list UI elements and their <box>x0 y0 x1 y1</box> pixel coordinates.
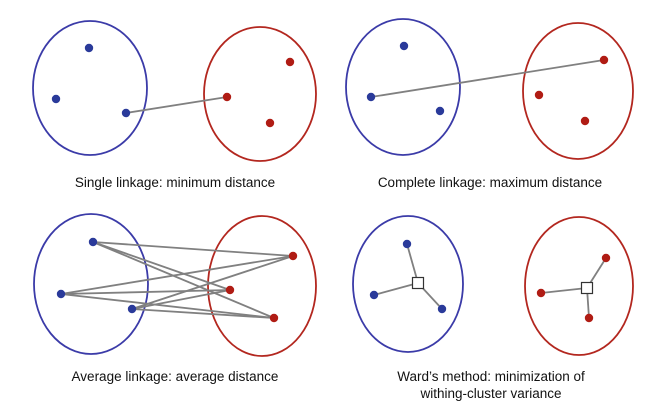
cluster-a-point <box>121 108 131 118</box>
centroid-link <box>406 243 419 284</box>
cluster-b-point <box>601 253 611 263</box>
caption-single-linkage: Single linkage: minimum distance <box>75 175 275 190</box>
cluster-a-point <box>402 239 412 249</box>
centroid-marker-a <box>411 276 425 290</box>
cluster-b-point <box>225 285 235 295</box>
pairwise-link <box>92 241 275 319</box>
pairwise-link <box>131 255 294 310</box>
cluster-b-point <box>288 251 298 261</box>
cluster-a-point <box>56 289 66 299</box>
cluster-b-point <box>285 57 295 67</box>
min-distance-link <box>125 96 228 114</box>
caption-complete-linkage: Complete linkage: maximum distance <box>378 175 602 190</box>
panel-average-linkage: Average linkage: average distance <box>33 213 317 384</box>
centroid-links-b <box>540 257 607 319</box>
cluster-b-point <box>534 90 544 100</box>
cluster-b-point <box>222 92 232 102</box>
cluster-b-point <box>584 313 594 323</box>
centroid-link <box>540 287 588 294</box>
pairwise-link <box>60 293 275 319</box>
panel-ward-method: Ward’s method: minimization of withing-c… <box>352 215 634 401</box>
cluster-b-point <box>580 116 590 126</box>
caption-average-linkage: Average linkage: average distance <box>72 369 279 384</box>
centroid-links-a <box>373 243 443 310</box>
max-distance-link <box>370 59 605 98</box>
panel-complete-linkage: Complete linkage: maximum distance <box>345 18 634 190</box>
cluster-a-point <box>399 41 409 51</box>
pairwise-link <box>60 289 231 295</box>
cluster-a-point <box>366 92 376 102</box>
cluster-a-point <box>88 237 98 247</box>
caption-ward-method-line-2: withing-cluster variance <box>419 386 561 401</box>
cluster-b-point <box>269 313 279 323</box>
cluster-a-ellipse <box>345 18 461 156</box>
pairwise-link <box>60 255 294 295</box>
cluster-a-point <box>84 43 94 53</box>
cluster-b-ellipse <box>522 22 634 160</box>
pairwise-link <box>92 241 294 257</box>
cluster-b-ellipse <box>207 215 317 357</box>
pairwise-link <box>92 241 231 291</box>
pairwise-link <box>131 308 275 319</box>
cluster-b-ellipse <box>203 26 317 162</box>
centroid-marker-b <box>580 281 594 295</box>
cluster-a-point <box>127 304 137 314</box>
cluster-b-point <box>536 288 546 298</box>
centroid-link <box>373 282 419 296</box>
cluster-b-ellipse <box>524 216 634 356</box>
cluster-b-point <box>265 118 275 128</box>
cluster-a-ellipse <box>33 213 149 355</box>
cluster-a-point <box>51 94 61 104</box>
cluster-a-ellipse <box>32 20 148 156</box>
cluster-a-point <box>369 290 379 300</box>
caption-ward-method-line-1: Ward’s method: minimization of <box>397 369 585 384</box>
cluster-a-point <box>435 106 445 116</box>
panel-single-linkage: Single linkage: minimum distance <box>32 20 317 190</box>
cluster-a-point <box>437 304 447 314</box>
cluster-b-point <box>599 55 609 65</box>
cluster-a-ellipse <box>352 215 464 353</box>
pairwise-link <box>131 289 231 310</box>
average-links <box>60 241 294 319</box>
